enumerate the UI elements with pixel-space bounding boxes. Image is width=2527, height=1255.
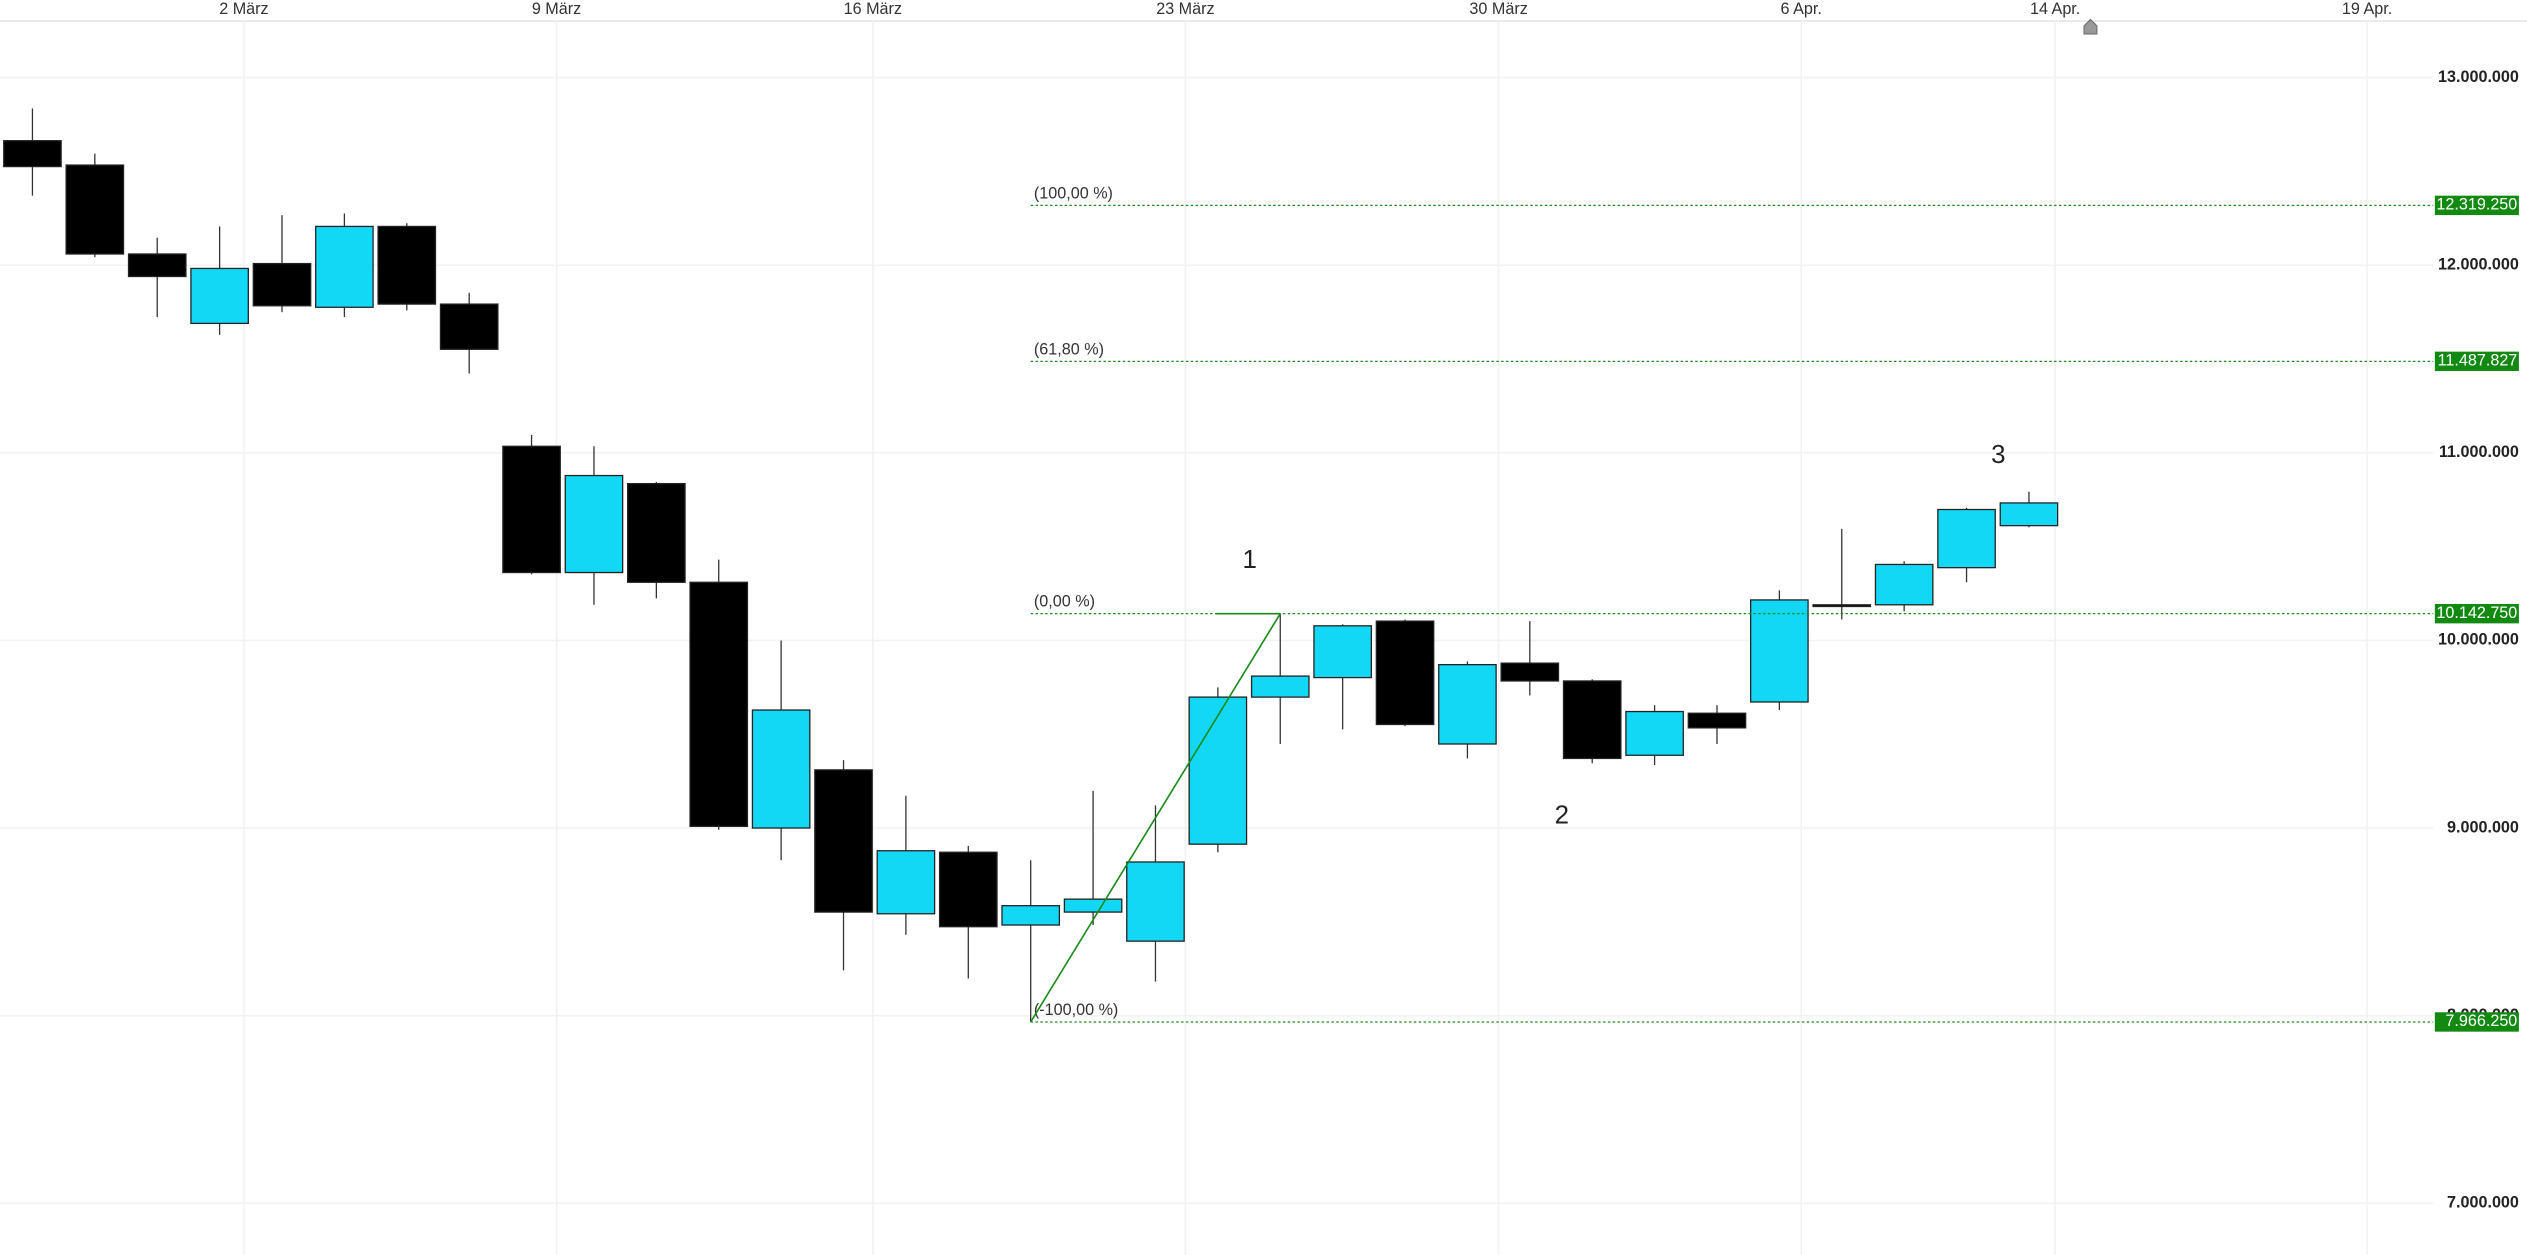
fib-level-label: (61,80 %) <box>1034 340 1104 358</box>
candle-body <box>1750 599 1809 703</box>
candle-body <box>938 851 998 928</box>
fib-level-label: (-100,00 %) <box>1034 1001 1118 1019</box>
x-tick-label: 23 März <box>1156 0 1214 18</box>
fib-price-label: 12.319.250 <box>2436 196 2517 214</box>
wave-label: 3 <box>1991 441 2005 469</box>
candle-body <box>377 225 437 305</box>
candle-body <box>627 482 686 583</box>
fib-price-badge <box>2434 1012 2519 1032</box>
y-tick-label: 13.000.000 <box>2438 68 2519 86</box>
candle-body <box>1188 696 1248 845</box>
y-tick-label: 11.000.000 <box>2439 443 2519 461</box>
candle-body <box>502 445 561 574</box>
candle-body <box>1812 604 1872 608</box>
candle-body <box>1001 905 1061 926</box>
y-tick-label: 10.000.000 <box>2438 631 2519 649</box>
candle-body <box>689 581 749 827</box>
candle-body <box>1999 502 2059 527</box>
candle-body <box>315 225 374 308</box>
fib-price-badge <box>2434 603 2519 624</box>
x-tick-label: 16 März <box>844 0 902 18</box>
candle-body <box>1250 675 1310 698</box>
y-tick-label: 12.000.000 <box>2438 256 2519 274</box>
fib-price-label: 7.966.250 <box>2445 1012 2517 1030</box>
fib-level-label: (100,00 %) <box>1034 184 1113 202</box>
candle-body <box>190 267 249 325</box>
candle-body <box>1375 620 1435 726</box>
candle-body <box>252 262 312 307</box>
x-tick-label: 30 März <box>1469 0 1527 18</box>
fib-trend-line <box>1030 613 1281 1023</box>
candle-body <box>1687 712 1747 729</box>
y-tick-label: 9.000.000 <box>2447 818 2519 836</box>
candle-body <box>1562 680 1622 760</box>
home-icon[interactable] <box>2083 18 2098 35</box>
candle-body <box>1625 710 1684 756</box>
fib-price-label: 10.142.750 <box>2436 604 2517 622</box>
fib-price-badge <box>2434 195 2519 216</box>
candle-body <box>439 303 499 350</box>
candle-body <box>1500 662 1560 682</box>
candle-body <box>1937 508 1996 569</box>
candle-body <box>1313 625 1372 679</box>
x-tick-label: 19 Apr. <box>2342 0 2392 18</box>
fib-level-label: (0,00 %) <box>1034 593 1095 611</box>
candle-body <box>127 253 187 278</box>
candle-body <box>3 140 62 168</box>
wave-label: 2 <box>1555 802 1569 830</box>
candle-body <box>65 164 125 255</box>
candle-body <box>1126 861 1185 942</box>
candle-body <box>564 474 624 574</box>
candle-body <box>1063 898 1123 913</box>
candle-body <box>814 769 873 913</box>
candle-body <box>876 850 936 915</box>
x-tick-label: 6 Apr. <box>1781 0 1822 18</box>
y-tick-label: 7.000.000 <box>2447 1193 2519 1211</box>
candle-body <box>1438 663 1497 745</box>
fib-price-badge <box>2434 351 2519 372</box>
x-tick-label: 14 Apr. <box>2030 0 2080 18</box>
x-tick-label: 2 März <box>219 0 268 18</box>
fib-price-label: 11.487.827 <box>2438 352 2518 370</box>
x-tick-label: 9 März <box>532 0 581 18</box>
wave-label: 1 <box>1243 546 1257 574</box>
candle-body <box>751 709 811 829</box>
candle-body <box>1874 563 1934 606</box>
